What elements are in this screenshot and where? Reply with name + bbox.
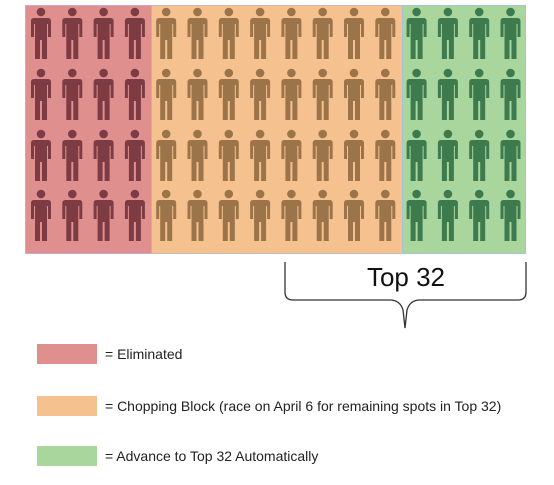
person-icon <box>187 7 208 59</box>
person-icon <box>124 129 145 181</box>
person-icon <box>469 68 490 120</box>
person-icon <box>187 129 208 181</box>
legend-swatch-eliminated <box>37 344 97 364</box>
person-icon <box>218 189 239 241</box>
person-icon <box>62 68 83 120</box>
person-icon <box>375 68 396 120</box>
person-icon <box>437 189 458 241</box>
person-icon <box>156 68 177 120</box>
legend-label-chopping-block: = Chopping Block (race on April 6 for re… <box>105 398 502 414</box>
person-icon <box>344 7 364 59</box>
person-icon <box>312 7 333 59</box>
person-icon <box>500 189 521 241</box>
person-icon <box>500 7 521 59</box>
top32-bracket <box>284 262 527 329</box>
legend-swatch-chopping-block <box>37 396 97 416</box>
person-icon <box>156 189 177 241</box>
person-icon <box>344 129 364 181</box>
person-icon <box>469 129 490 181</box>
person-icon <box>31 7 51 59</box>
person-icon <box>344 68 364 120</box>
person-icon <box>124 7 145 59</box>
person-icon <box>406 7 427 59</box>
person-icon <box>469 7 490 59</box>
person-icon <box>124 68 145 120</box>
person-icon <box>500 68 521 120</box>
person-icon <box>437 7 458 59</box>
person-icon <box>156 7 177 59</box>
people-grid <box>31 7 521 241</box>
person-icon <box>281 129 302 181</box>
person-icon <box>93 129 114 181</box>
person-icon <box>375 7 396 59</box>
person-icon <box>312 68 333 120</box>
person-icon <box>218 7 239 59</box>
person-icon <box>406 68 427 120</box>
person-icon <box>281 68 302 120</box>
person-icon <box>31 129 51 181</box>
person-icon <box>406 129 427 181</box>
person-icon <box>93 189 114 241</box>
top32-label: Top 32 <box>366 262 446 292</box>
person-icon <box>250 68 271 120</box>
person-icon <box>375 189 396 241</box>
person-icon <box>344 189 364 241</box>
person-icon <box>406 189 427 241</box>
legend-label-advance: = Advance to Top 32 Automatically <box>105 448 319 464</box>
person-icon <box>124 189 145 241</box>
person-icon <box>250 189 271 241</box>
person-icon <box>312 189 333 241</box>
person-icon <box>62 7 83 59</box>
person-icon <box>156 129 177 181</box>
person-icon <box>93 7 114 59</box>
person-icon <box>250 129 271 181</box>
person-icon <box>218 68 239 120</box>
legend-swatch-advance <box>37 446 97 466</box>
person-icon <box>437 129 458 181</box>
person-icon <box>218 129 239 181</box>
person-icon <box>500 129 521 181</box>
person-icon <box>437 68 458 120</box>
person-icon <box>281 7 302 59</box>
person-icon <box>187 189 208 241</box>
person-icon <box>250 7 271 59</box>
person-icon <box>31 189 51 241</box>
person-icon <box>62 189 83 241</box>
legend-label-eliminated: = Eliminated <box>105 346 183 362</box>
person-icon <box>281 189 302 241</box>
person-icon <box>312 129 333 181</box>
person-icon <box>375 129 396 181</box>
person-icon <box>31 68 51 120</box>
person-icon <box>469 189 490 241</box>
person-icon <box>93 68 114 120</box>
person-icon <box>62 129 83 181</box>
person-icon <box>187 68 208 120</box>
